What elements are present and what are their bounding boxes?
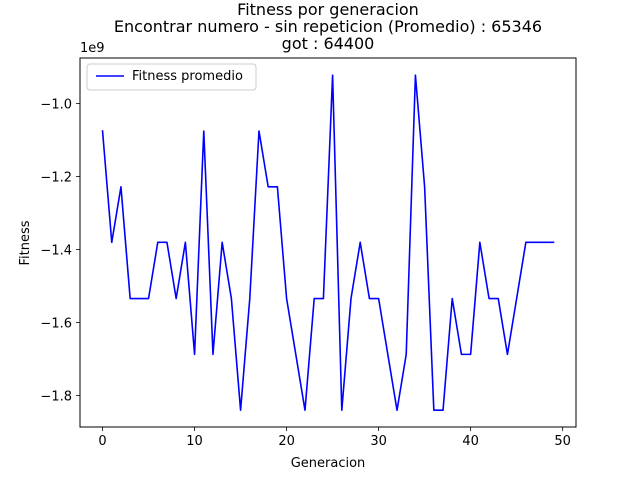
chart-title: Fitness por generacion Encontrar numero … xyxy=(114,0,542,53)
x-axis-ticks: 0 10 20 30 40 50 xyxy=(98,427,571,449)
x-tick-label: 0 xyxy=(98,434,106,449)
title-line-1: Fitness por generacion xyxy=(237,0,419,19)
x-tick-label: 50 xyxy=(554,434,571,449)
legend: Fitness promedio xyxy=(86,63,257,91)
series-layer xyxy=(101,74,555,412)
x-tick-label: 30 xyxy=(370,434,387,449)
title-line-3: got : 64400 xyxy=(282,34,375,53)
plot-area xyxy=(80,58,576,427)
x-tick-label: 10 xyxy=(186,434,203,449)
y-axis-offset-text: 1e9 xyxy=(80,41,105,56)
y-tick-label: −1.0 xyxy=(40,98,72,113)
x-tick-label: 20 xyxy=(278,434,295,449)
legend-label: Fitness promedio xyxy=(132,69,243,84)
y-tick-label: −1.2 xyxy=(40,171,72,186)
y-tick-label: −1.4 xyxy=(40,244,72,259)
y-axis-label: Fitness xyxy=(18,220,33,265)
x-axis-label: Generacion xyxy=(291,456,366,471)
plot-frame xyxy=(79,57,577,428)
series-line-0 xyxy=(101,74,555,412)
title-line-2: Encontrar numero - sin repeticion (Prome… xyxy=(114,17,542,36)
y-tick-label: −1.8 xyxy=(40,390,72,405)
y-axis-ticks: −1.8 −1.6 −1.4 −1.2 −1.0 xyxy=(40,98,80,405)
x-tick-label: 40 xyxy=(462,434,479,449)
legend-box xyxy=(86,63,257,91)
y-tick-label: −1.6 xyxy=(40,317,72,332)
